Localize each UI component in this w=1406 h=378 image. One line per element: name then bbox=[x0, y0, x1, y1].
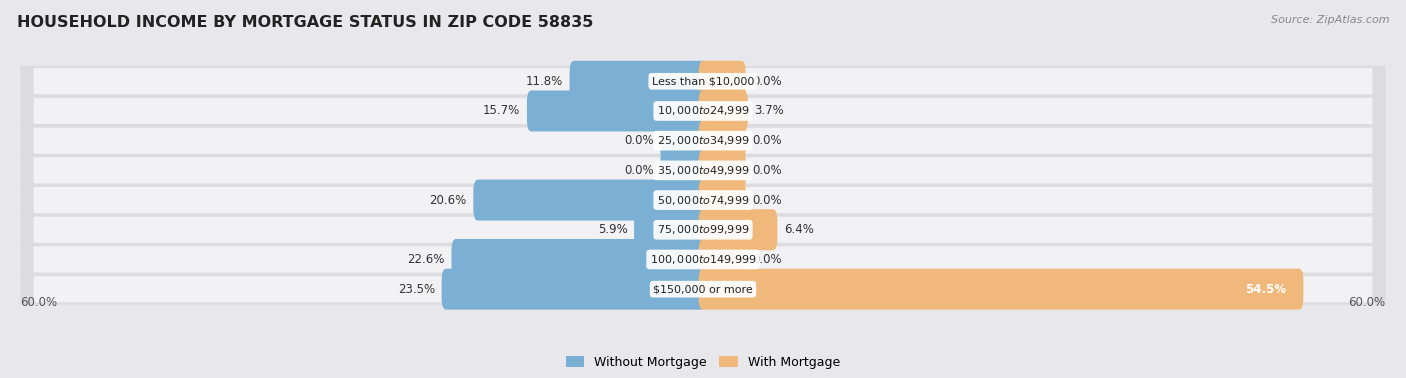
Text: 54.5%: 54.5% bbox=[1244, 283, 1286, 296]
Text: $35,000 to $49,999: $35,000 to $49,999 bbox=[657, 164, 749, 177]
FancyBboxPatch shape bbox=[21, 125, 1385, 156]
Text: 6.4%: 6.4% bbox=[785, 223, 814, 236]
Text: 60.0%: 60.0% bbox=[21, 296, 58, 309]
Text: 0.0%: 0.0% bbox=[752, 164, 782, 177]
Text: 20.6%: 20.6% bbox=[430, 194, 467, 206]
FancyBboxPatch shape bbox=[699, 150, 745, 191]
FancyBboxPatch shape bbox=[34, 98, 1372, 124]
FancyBboxPatch shape bbox=[699, 61, 745, 102]
Text: $100,000 to $149,999: $100,000 to $149,999 bbox=[650, 253, 756, 266]
Legend: Without Mortgage, With Mortgage: Without Mortgage, With Mortgage bbox=[561, 350, 845, 373]
FancyBboxPatch shape bbox=[699, 120, 745, 161]
Text: 0.0%: 0.0% bbox=[752, 134, 782, 147]
FancyBboxPatch shape bbox=[34, 68, 1372, 94]
Text: 0.0%: 0.0% bbox=[752, 75, 782, 88]
Text: 3.7%: 3.7% bbox=[755, 104, 785, 118]
FancyBboxPatch shape bbox=[21, 274, 1385, 305]
Text: Less than $10,000: Less than $10,000 bbox=[652, 76, 754, 86]
FancyBboxPatch shape bbox=[21, 96, 1385, 126]
FancyBboxPatch shape bbox=[451, 239, 707, 280]
FancyBboxPatch shape bbox=[661, 150, 707, 191]
FancyBboxPatch shape bbox=[699, 239, 745, 280]
Text: $75,000 to $99,999: $75,000 to $99,999 bbox=[657, 223, 749, 236]
FancyBboxPatch shape bbox=[21, 244, 1385, 275]
Text: $25,000 to $34,999: $25,000 to $34,999 bbox=[657, 134, 749, 147]
Text: 11.8%: 11.8% bbox=[526, 75, 562, 88]
FancyBboxPatch shape bbox=[661, 120, 707, 161]
FancyBboxPatch shape bbox=[34, 187, 1372, 213]
FancyBboxPatch shape bbox=[699, 209, 778, 250]
Text: $50,000 to $74,999: $50,000 to $74,999 bbox=[657, 194, 749, 206]
Text: 0.0%: 0.0% bbox=[752, 194, 782, 206]
FancyBboxPatch shape bbox=[527, 90, 707, 132]
FancyBboxPatch shape bbox=[474, 180, 707, 221]
Text: 0.0%: 0.0% bbox=[624, 164, 654, 177]
FancyBboxPatch shape bbox=[34, 276, 1372, 302]
Text: $150,000 or more: $150,000 or more bbox=[654, 284, 752, 294]
FancyBboxPatch shape bbox=[441, 269, 707, 310]
FancyBboxPatch shape bbox=[21, 155, 1385, 186]
Text: 60.0%: 60.0% bbox=[1348, 296, 1385, 309]
FancyBboxPatch shape bbox=[699, 269, 1303, 310]
FancyBboxPatch shape bbox=[21, 184, 1385, 215]
Text: $10,000 to $24,999: $10,000 to $24,999 bbox=[657, 104, 749, 118]
Text: 23.5%: 23.5% bbox=[398, 283, 434, 296]
FancyBboxPatch shape bbox=[569, 61, 707, 102]
FancyBboxPatch shape bbox=[21, 214, 1385, 245]
FancyBboxPatch shape bbox=[34, 217, 1372, 243]
FancyBboxPatch shape bbox=[699, 90, 748, 132]
FancyBboxPatch shape bbox=[34, 157, 1372, 183]
FancyBboxPatch shape bbox=[34, 246, 1372, 273]
Text: 5.9%: 5.9% bbox=[598, 223, 627, 236]
Text: 15.7%: 15.7% bbox=[484, 104, 520, 118]
Text: 22.6%: 22.6% bbox=[408, 253, 444, 266]
FancyBboxPatch shape bbox=[21, 66, 1385, 97]
FancyBboxPatch shape bbox=[699, 180, 745, 221]
Text: 0.0%: 0.0% bbox=[752, 253, 782, 266]
Text: HOUSEHOLD INCOME BY MORTGAGE STATUS IN ZIP CODE 58835: HOUSEHOLD INCOME BY MORTGAGE STATUS IN Z… bbox=[17, 15, 593, 30]
FancyBboxPatch shape bbox=[634, 209, 707, 250]
FancyBboxPatch shape bbox=[34, 128, 1372, 154]
Text: Source: ZipAtlas.com: Source: ZipAtlas.com bbox=[1271, 15, 1389, 25]
Text: 0.0%: 0.0% bbox=[624, 134, 654, 147]
